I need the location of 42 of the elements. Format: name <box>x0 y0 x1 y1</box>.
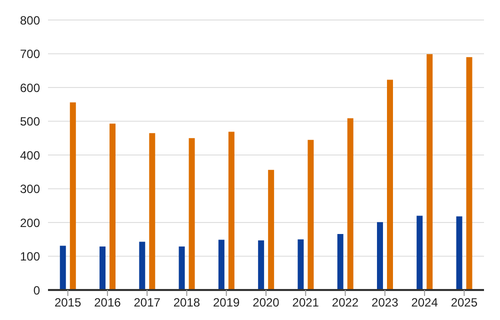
bar <box>416 216 423 290</box>
x-tick-label: 2021 <box>292 296 320 310</box>
x-tick-label: 2020 <box>252 296 280 310</box>
x-tick-label: 2024 <box>411 296 438 310</box>
x-tick-label: 2025 <box>450 296 478 310</box>
bar <box>298 239 304 290</box>
bar <box>337 234 344 290</box>
bar <box>70 102 76 290</box>
bar <box>188 138 195 290</box>
bar <box>228 132 234 290</box>
bar <box>386 80 393 290</box>
y-tick-label: 200 <box>20 216 40 230</box>
y-tick-label: 700 <box>20 47 40 62</box>
y-tick-label: 500 <box>20 114 40 129</box>
bar <box>218 240 224 290</box>
y-tick-label: 600 <box>20 80 40 95</box>
y-tick-label: 300 <box>20 182 40 196</box>
bar <box>139 242 146 290</box>
bar <box>308 140 314 290</box>
x-tick-label: 2019 <box>213 296 240 310</box>
y-tick-label: 800 <box>20 13 40 28</box>
bar <box>456 216 462 290</box>
bar <box>268 170 274 290</box>
bar <box>149 133 156 290</box>
bar <box>100 246 106 290</box>
bar <box>347 118 354 290</box>
x-tick-label: 2018 <box>173 296 200 310</box>
x-tick-label: 2023 <box>372 296 399 310</box>
bar <box>426 54 433 290</box>
bar <box>376 222 383 290</box>
x-tick-label: 2016 <box>94 296 122 310</box>
x-tick-label: 2022 <box>332 296 359 310</box>
bar <box>466 57 472 290</box>
bar <box>178 246 185 290</box>
y-tick-label: 100 <box>20 250 40 264</box>
x-tick-label: 2015 <box>54 296 82 310</box>
y-tick-label: 0 <box>33 283 40 298</box>
bar <box>60 246 66 290</box>
bar <box>110 124 116 290</box>
y-tick-label: 400 <box>20 148 40 162</box>
bar <box>258 240 264 290</box>
x-tick-label: 2017 <box>134 296 161 310</box>
